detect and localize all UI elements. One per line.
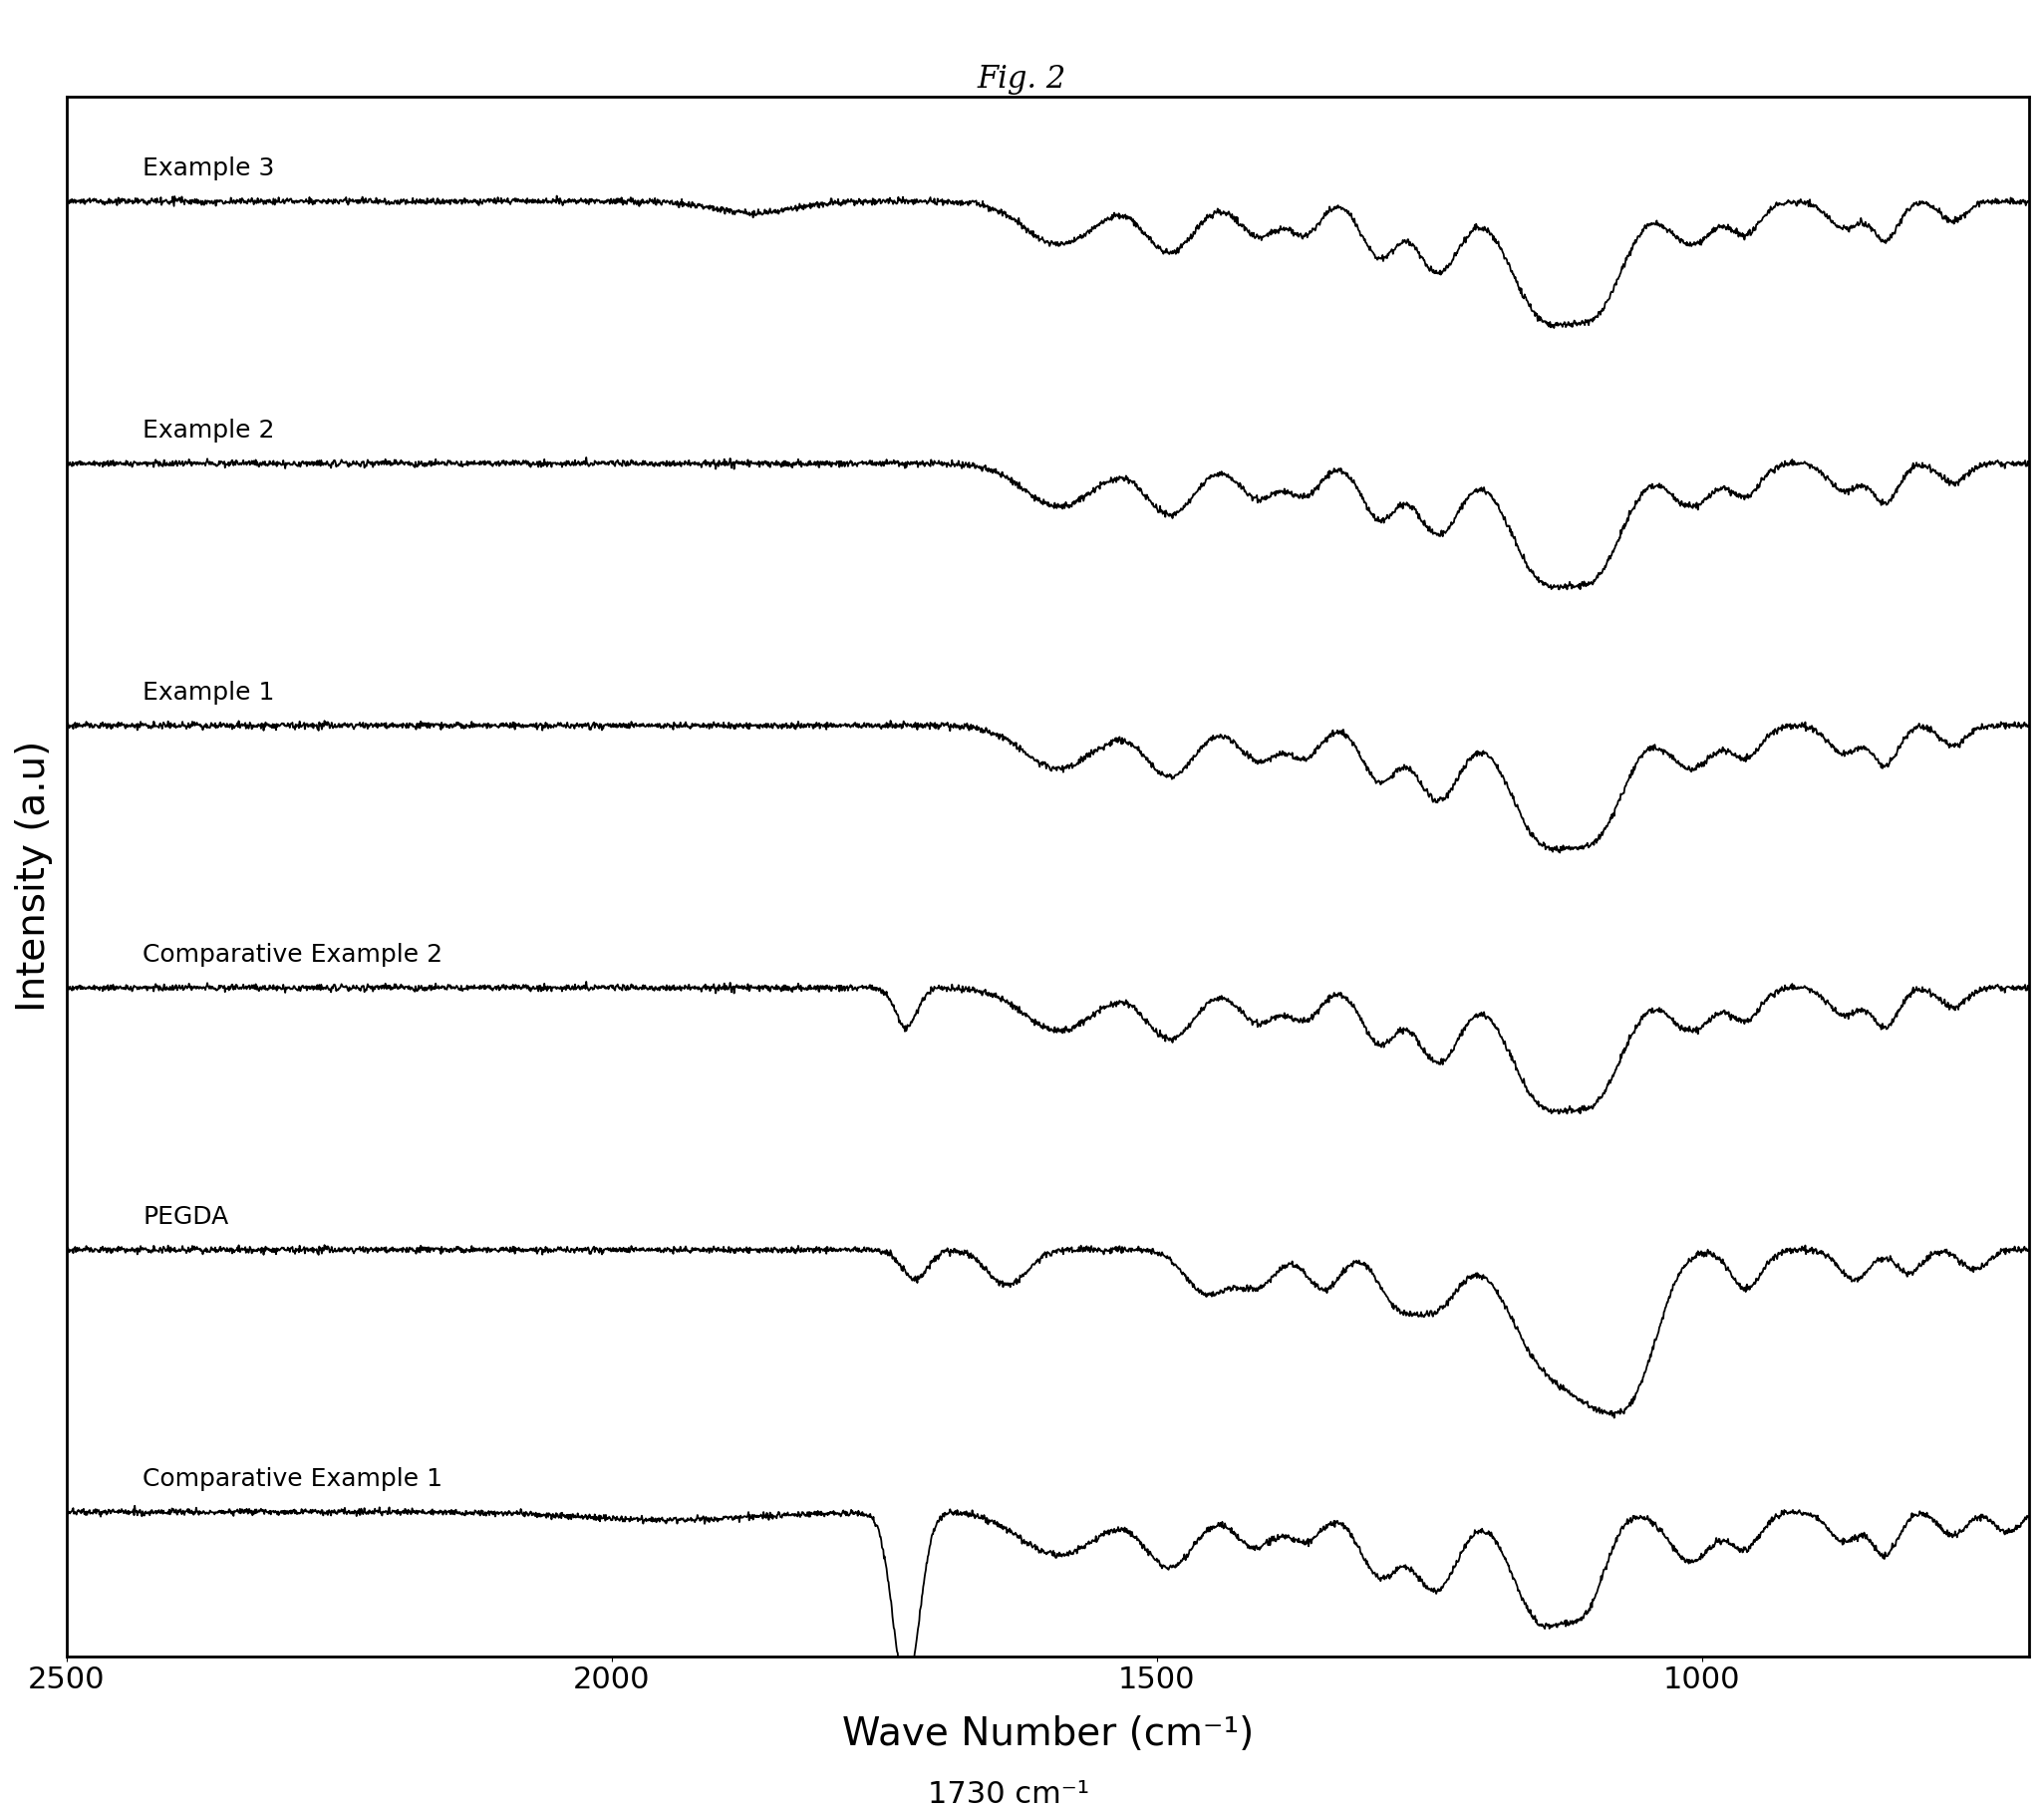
Text: Fig. 2: Fig. 2 — [977, 63, 1067, 94]
Text: Example 2: Example 2 — [143, 418, 276, 442]
Y-axis label: Intensity (a.u): Intensity (a.u) — [14, 741, 53, 1012]
Text: Comparative Example 2: Comparative Example 2 — [143, 944, 444, 967]
Text: Comparative Example 1: Comparative Example 1 — [143, 1467, 444, 1490]
Text: PEGDA: PEGDA — [143, 1204, 229, 1230]
Text: Example 3: Example 3 — [143, 156, 274, 181]
Text: Example 1: Example 1 — [143, 681, 274, 704]
X-axis label: Wave Number (cm⁻¹): Wave Number (cm⁻¹) — [842, 1715, 1253, 1753]
Text: 1730 cm⁻¹: 1730 cm⁻¹ — [928, 1780, 1089, 1809]
